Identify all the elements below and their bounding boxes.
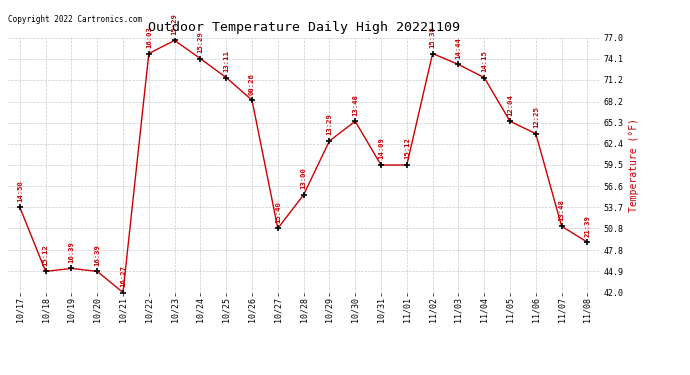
Text: 12:04: 12:04 (507, 94, 513, 116)
Text: Copyright 2022 Cartronics.com: Copyright 2022 Cartronics.com (8, 15, 142, 24)
Text: 12:25: 12:25 (533, 106, 539, 128)
Text: 13:00: 13:00 (301, 168, 306, 189)
Text: 15:40: 15:40 (275, 201, 281, 223)
Text: 21:39: 21:39 (584, 215, 591, 237)
Title: Outdoor Temperature Daily High 20221109: Outdoor Temperature Daily High 20221109 (148, 21, 460, 33)
Text: 15:38: 15:38 (430, 26, 435, 48)
Text: 13:48: 13:48 (559, 199, 564, 220)
Text: 14:15: 14:15 (481, 50, 487, 72)
Y-axis label: Temperature (°F): Temperature (°F) (629, 118, 639, 212)
Text: 13:11: 13:11 (223, 50, 229, 72)
Text: 00:26: 00:26 (249, 73, 255, 94)
Text: 13:29: 13:29 (326, 114, 333, 135)
Text: 15:12: 15:12 (404, 138, 410, 159)
Text: 14:44: 14:44 (455, 37, 462, 59)
Text: 14:50: 14:50 (17, 180, 23, 202)
Text: 16:27: 16:27 (120, 265, 126, 287)
Text: 14:09: 14:09 (378, 138, 384, 159)
Text: 15:29: 15:29 (197, 31, 204, 53)
Text: 15:12: 15:12 (43, 244, 48, 266)
Text: 16:03: 16:03 (146, 26, 152, 48)
Text: 16:39: 16:39 (95, 244, 100, 266)
Text: 13:48: 13:48 (352, 94, 358, 116)
Text: 16:39: 16:39 (68, 241, 75, 263)
Text: 15:29: 15:29 (172, 13, 177, 35)
